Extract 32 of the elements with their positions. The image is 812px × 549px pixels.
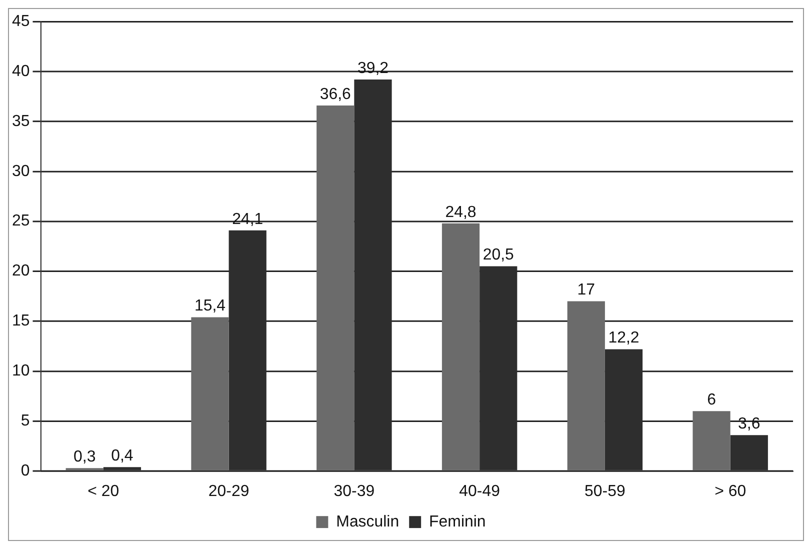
y-tick-label: 45 (12, 12, 30, 30)
data-label: 6 (707, 392, 716, 409)
bar (692, 411, 730, 470)
x-tick-label: 50-59 (584, 482, 626, 500)
y-tick-label: 15 (12, 312, 30, 330)
x-tick-label: 20-29 (208, 482, 250, 500)
y-tick-label: 10 (12, 362, 30, 380)
y-tick-label: 35 (12, 112, 30, 130)
y-tick-label: 30 (12, 162, 30, 180)
legend-label: Masculin (336, 513, 400, 530)
bar (316, 105, 354, 470)
data-label: 24,8 (445, 204, 476, 221)
y-tick-label: 20 (12, 262, 30, 280)
y-tick-label: 0 (20, 462, 30, 480)
data-label: 15,4 (194, 298, 226, 315)
data-label: 20,5 (482, 246, 514, 264)
x-tick-label: < 20 (88, 482, 120, 500)
bar (567, 301, 605, 470)
y-tick-label: 5 (20, 412, 30, 430)
bar (442, 223, 480, 470)
y-tick-label: 40 (12, 62, 30, 80)
x-tick-label: 30-39 (334, 482, 375, 500)
data-label: 0,3 (74, 448, 96, 466)
data-label: 17 (577, 282, 596, 299)
legend-label: Feminin (429, 513, 486, 530)
data-label: 12,2 (608, 330, 640, 347)
y-tick-label: 25 (12, 212, 30, 230)
data-label: 0,4 (111, 448, 134, 464)
data-label: 36,6 (320, 86, 352, 103)
bar (191, 317, 229, 470)
x-tick-label: > 60 (714, 482, 746, 500)
x-tick-label: 40-49 (459, 482, 500, 500)
